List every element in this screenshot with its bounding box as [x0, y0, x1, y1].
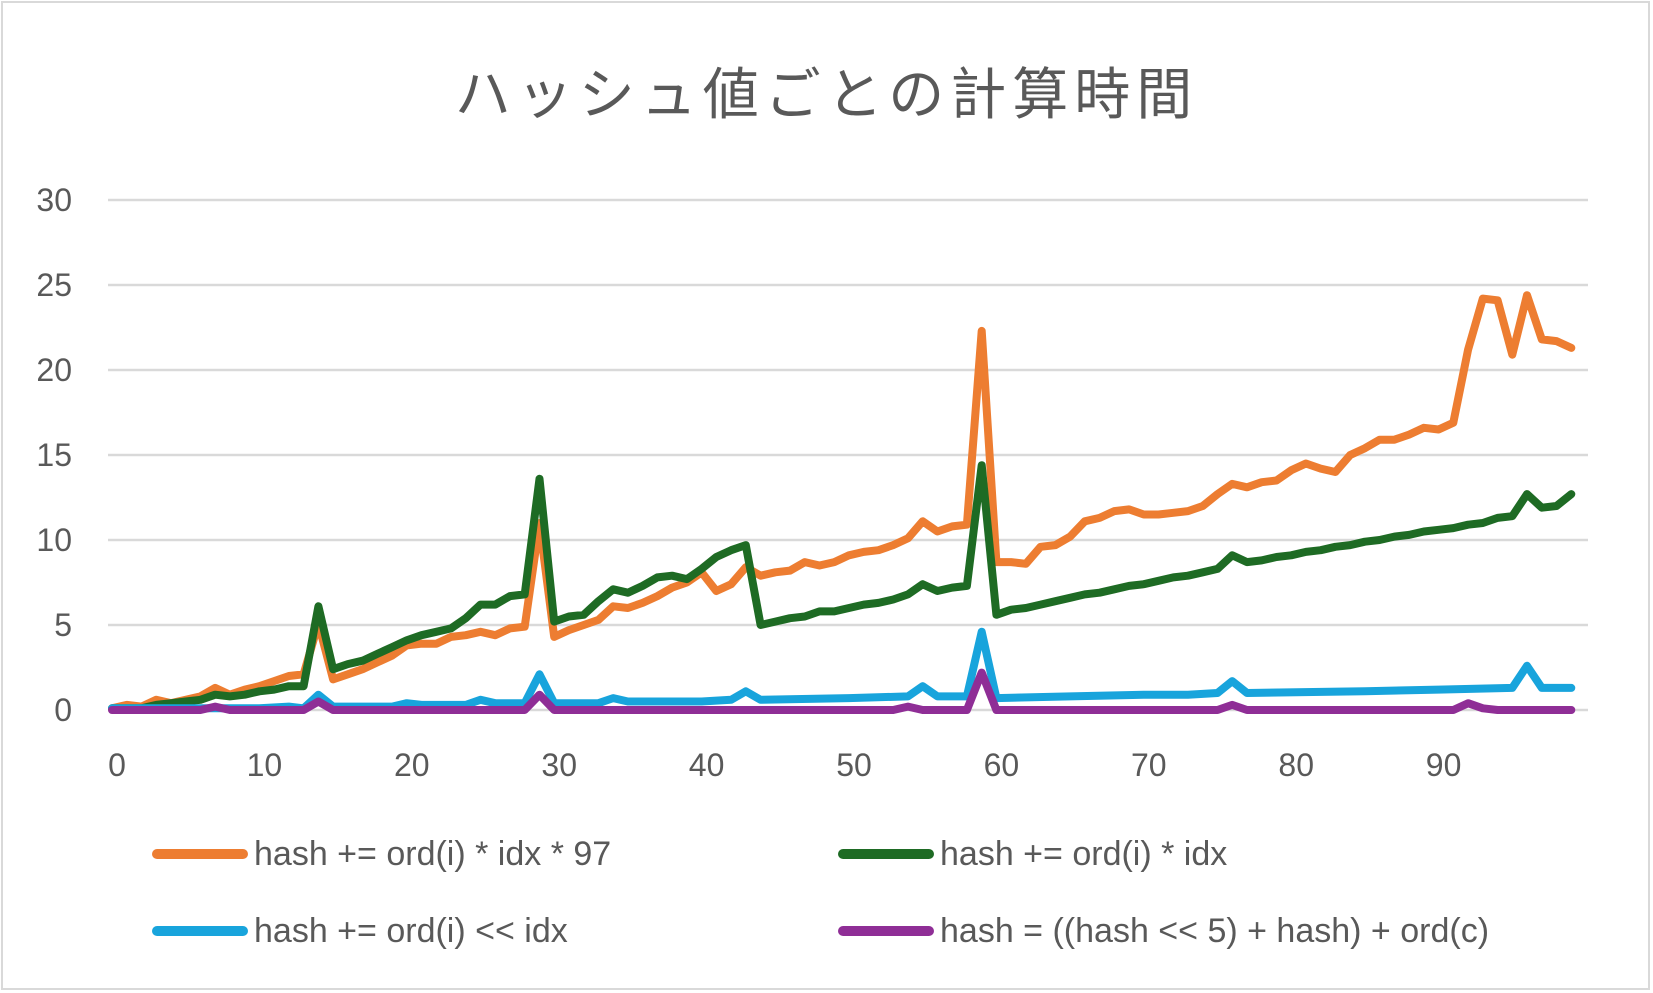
- y-tick-label: 20: [36, 352, 72, 388]
- y-tick-label: 0: [54, 692, 72, 728]
- x-tick-label: 10: [247, 747, 283, 783]
- x-tick-label: 40: [689, 747, 725, 783]
- chart-title: ハッシュ値ごとの計算時間: [454, 63, 1199, 128]
- gridlines: [108, 198, 1588, 712]
- series-line-2: [108, 461, 1576, 713]
- x-tick-label: 70: [1131, 747, 1167, 783]
- series-line-4: [108, 668, 1576, 714]
- y-tick-label: 15: [36, 437, 72, 473]
- y-tick-label: 10: [36, 522, 72, 558]
- x-tick-label: 90: [1426, 747, 1462, 783]
- x-tick-label: 60: [984, 747, 1020, 783]
- y-tick-label: 30: [36, 182, 72, 218]
- x-tick-label: 50: [836, 747, 872, 783]
- x-tick-label: 30: [541, 747, 577, 783]
- x-tick-label: 80: [1278, 747, 1314, 783]
- x-tick-label: 0: [108, 747, 126, 783]
- x-axis-tick-labels: 0 10 20 30 40 50 60 70 80 90: [108, 747, 1461, 783]
- x-tick-label: 20: [394, 747, 430, 783]
- y-axis-tick-labels: 0 5 10 15 20 25 30: [36, 182, 72, 728]
- y-tick-label: 25: [36, 267, 72, 303]
- series-lines: [108, 291, 1576, 714]
- y-tick-label: 5: [54, 607, 72, 643]
- series-line-1: [108, 291, 1576, 713]
